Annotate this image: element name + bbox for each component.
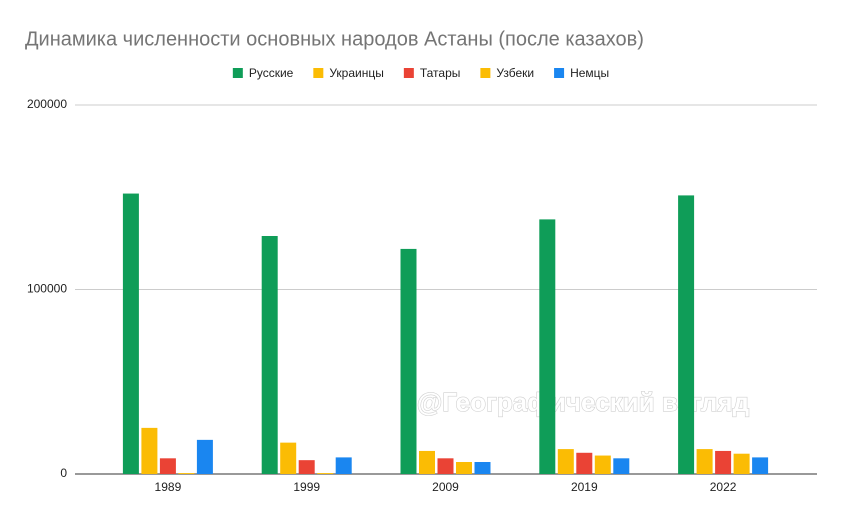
bar (335, 457, 352, 474)
legend-label: Узбеки (496, 66, 534, 80)
x-tick-label: 2009 (432, 480, 459, 494)
bar (178, 473, 195, 474)
bar (696, 449, 713, 474)
bar (613, 458, 630, 474)
legend-swatch (313, 68, 324, 78)
bar (298, 460, 315, 474)
bar (419, 450, 435, 474)
watermark: @Географический взгляд (417, 387, 750, 417)
legend-swatch (554, 68, 565, 78)
legend-swatch (480, 68, 491, 78)
bar (715, 450, 732, 474)
bar (678, 195, 695, 474)
legend-swatch (232, 68, 243, 78)
bar (400, 248, 417, 474)
bar (752, 457, 769, 474)
bar (159, 458, 176, 474)
legend: Русские Украинцы Татары Узбеки Немцы (232, 66, 609, 80)
bar (539, 219, 556, 474)
y-tick-label: 200000 (27, 97, 67, 111)
bar (576, 452, 593, 474)
legend-label: Татары (420, 66, 461, 80)
bar (122, 193, 139, 474)
bar (317, 473, 334, 474)
y-tick-label: 0 (60, 466, 67, 480)
bar (456, 462, 472, 474)
legend-label: Русские (249, 66, 294, 80)
x-tick-label: 1989 (155, 480, 182, 494)
chart-title: Динамика численности основных народов Ас… (25, 28, 644, 50)
bar (557, 449, 574, 474)
legend-label: Украинцы (329, 66, 384, 80)
bar (280, 442, 297, 474)
bar (141, 427, 158, 474)
legend-label: Немцы (570, 66, 609, 80)
bar (196, 439, 213, 474)
x-tick-label: 1999 (293, 480, 320, 494)
bar (733, 453, 750, 474)
legend-swatch (403, 68, 414, 78)
bar (594, 455, 611, 474)
bar (261, 235, 278, 474)
x-tick-label: 2019 (571, 480, 598, 494)
bar (437, 458, 454, 474)
x-tick-label: 2022 (710, 480, 737, 494)
y-tick-label: 100000 (27, 282, 67, 296)
bar (474, 462, 491, 474)
